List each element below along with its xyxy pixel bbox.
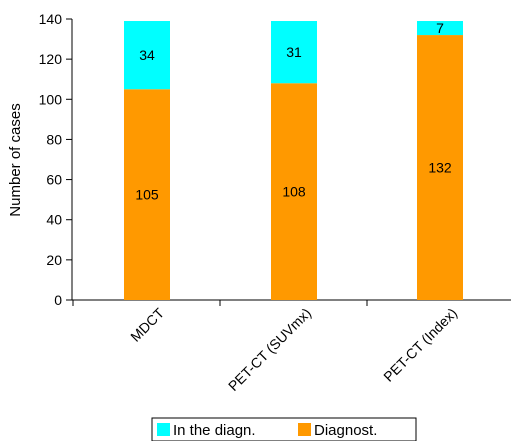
bar-segment (124, 89, 170, 300)
bars (124, 21, 463, 301)
legend-label: In the diagn. (173, 422, 256, 439)
x-tick-label: MDCT (127, 304, 167, 344)
y-tick-label: 120 (39, 51, 63, 67)
bar-segment (271, 21, 317, 84)
legend: In the diagn. Diagnost. (151, 417, 417, 441)
y-tick-label: 20 (46, 252, 62, 268)
y-axis-label: Number of cases (7, 103, 24, 216)
legend-swatch (157, 423, 170, 436)
bar-segment (124, 21, 170, 90)
y-axis: 0 20 40 60 80 100 120 140 (39, 11, 73, 308)
bar-segment (271, 83, 317, 300)
data-label: 34 (139, 47, 155, 63)
bar-segment (417, 21, 463, 36)
y-tick-label: 100 (39, 91, 63, 107)
bar-segment (417, 35, 463, 301)
legend-box (151, 417, 417, 441)
y-tick-label: 0 (54, 292, 62, 308)
data-label: 105 (135, 187, 159, 203)
x-tick-label: PET-CT (SUVmx) (225, 305, 314, 394)
x-tick-label: PET-CT (Index) (380, 305, 460, 385)
data-label: 108 (282, 184, 306, 200)
y-tick-label: 140 (39, 11, 63, 27)
data-label: 7 (436, 20, 444, 36)
legend-label: Diagnost. (314, 422, 377, 439)
x-axis: MDCT PET-CT (SUVmx) PET-CT (Index) (72, 299, 511, 394)
y-tick-label: 80 (46, 131, 62, 147)
legend-swatch (298, 423, 311, 436)
y-tick-label: 60 (46, 172, 62, 188)
data-label: 31 (286, 44, 302, 60)
bar-labels: 105 34 108 31 132 7 (135, 20, 452, 203)
data-label: 132 (428, 160, 452, 176)
y-tick-label: 40 (46, 212, 62, 228)
